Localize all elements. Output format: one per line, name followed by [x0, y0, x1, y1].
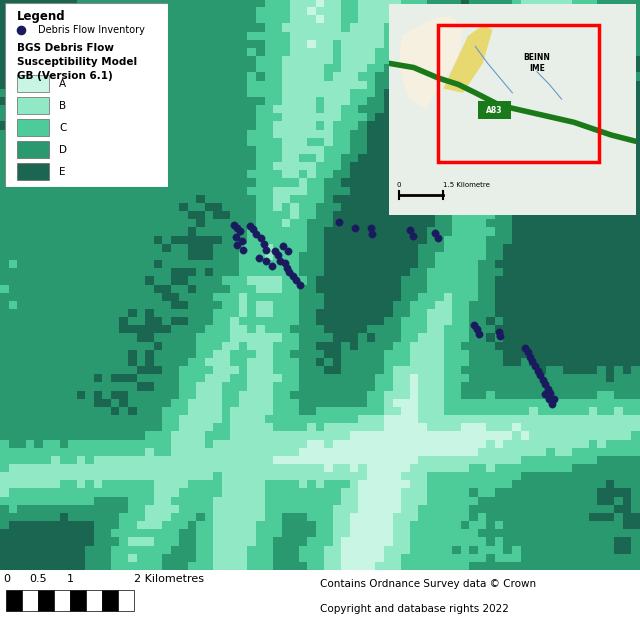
Point	[520, 343, 530, 353]
Point	[545, 388, 556, 398]
Point	[278, 241, 288, 251]
Point	[280, 259, 290, 269]
Text: A83: A83	[486, 105, 503, 115]
Text: BGS Debris Flow
Susceptibility Model
GB (Version 6.1): BGS Debris Flow Susceptibility Model GB …	[17, 42, 137, 80]
Point	[275, 255, 285, 265]
Point	[367, 229, 378, 239]
Text: 1: 1	[67, 574, 74, 584]
Point	[540, 389, 550, 399]
Point	[527, 356, 538, 366]
Point	[294, 280, 305, 290]
Text: 0: 0	[3, 574, 10, 584]
Point	[540, 379, 550, 389]
Polygon shape	[444, 26, 493, 93]
Text: 0.5: 0.5	[29, 574, 47, 584]
Point	[244, 221, 255, 231]
Point	[232, 223, 242, 233]
Point	[494, 327, 504, 337]
Point	[228, 220, 239, 230]
Point	[468, 320, 479, 330]
Bar	[17, 97, 49, 114]
Point	[270, 246, 280, 256]
Bar	[17, 75, 49, 92]
Point	[334, 217, 344, 227]
Polygon shape	[399, 15, 463, 110]
Point	[543, 384, 553, 394]
Point	[544, 394, 554, 404]
Point	[232, 240, 242, 250]
Point	[261, 245, 271, 255]
Text: Contains Ordnance Survey data © Crown: Contains Ordnance Survey data © Crown	[320, 579, 536, 589]
Text: 2 Kilometres: 2 Kilometres	[134, 574, 204, 584]
Point	[282, 263, 292, 273]
FancyBboxPatch shape	[5, 3, 168, 187]
Point	[433, 233, 444, 243]
Point	[284, 267, 294, 277]
Point	[404, 226, 415, 235]
Bar	[6, 591, 22, 611]
Point	[408, 231, 418, 241]
Point	[283, 246, 293, 256]
Text: B: B	[59, 101, 66, 111]
Bar	[17, 119, 49, 136]
Point	[525, 352, 535, 362]
Text: E: E	[59, 167, 65, 177]
Bar	[17, 163, 49, 181]
Text: A: A	[59, 78, 66, 88]
Point	[350, 223, 360, 233]
Text: D: D	[59, 145, 67, 155]
Point	[256, 233, 266, 243]
Text: Copyright and database rights 2022: Copyright and database rights 2022	[320, 604, 509, 614]
Text: Legend: Legend	[17, 11, 65, 24]
Bar	[70, 591, 86, 611]
Bar	[86, 591, 102, 611]
Point	[248, 224, 258, 234]
Bar	[118, 591, 134, 611]
Point	[430, 227, 440, 237]
Point	[260, 256, 271, 266]
Point	[17, 25, 27, 35]
Bar	[438, 26, 598, 162]
Point	[523, 347, 533, 357]
Point	[237, 235, 247, 245]
Point	[235, 226, 245, 236]
Point	[267, 260, 277, 270]
Point	[259, 239, 269, 249]
Point	[532, 366, 543, 376]
Bar	[54, 591, 70, 611]
Point	[291, 275, 301, 285]
Bar	[102, 591, 118, 611]
Point	[251, 229, 261, 239]
Point	[366, 223, 376, 233]
Point	[254, 253, 264, 263]
Point	[230, 232, 241, 242]
Bar	[17, 141, 49, 158]
Text: 1.5 Kilometre: 1.5 Kilometre	[444, 181, 490, 188]
Point	[273, 250, 284, 260]
Text: BEINN
IME: BEINN IME	[524, 54, 550, 74]
Text: Debris Flow Inventory: Debris Flow Inventory	[38, 25, 145, 35]
Text: C: C	[59, 123, 67, 133]
Bar	[22, 591, 38, 611]
Point	[547, 399, 557, 409]
FancyBboxPatch shape	[478, 101, 511, 119]
Point	[474, 329, 484, 339]
Point	[495, 331, 506, 341]
Point	[472, 325, 482, 335]
Point	[530, 361, 540, 371]
Point	[535, 370, 545, 380]
Text: 0: 0	[397, 181, 401, 188]
Point	[538, 374, 548, 384]
Point	[238, 245, 248, 255]
Bar	[38, 591, 54, 611]
Point	[288, 271, 298, 281]
Point	[548, 394, 559, 404]
